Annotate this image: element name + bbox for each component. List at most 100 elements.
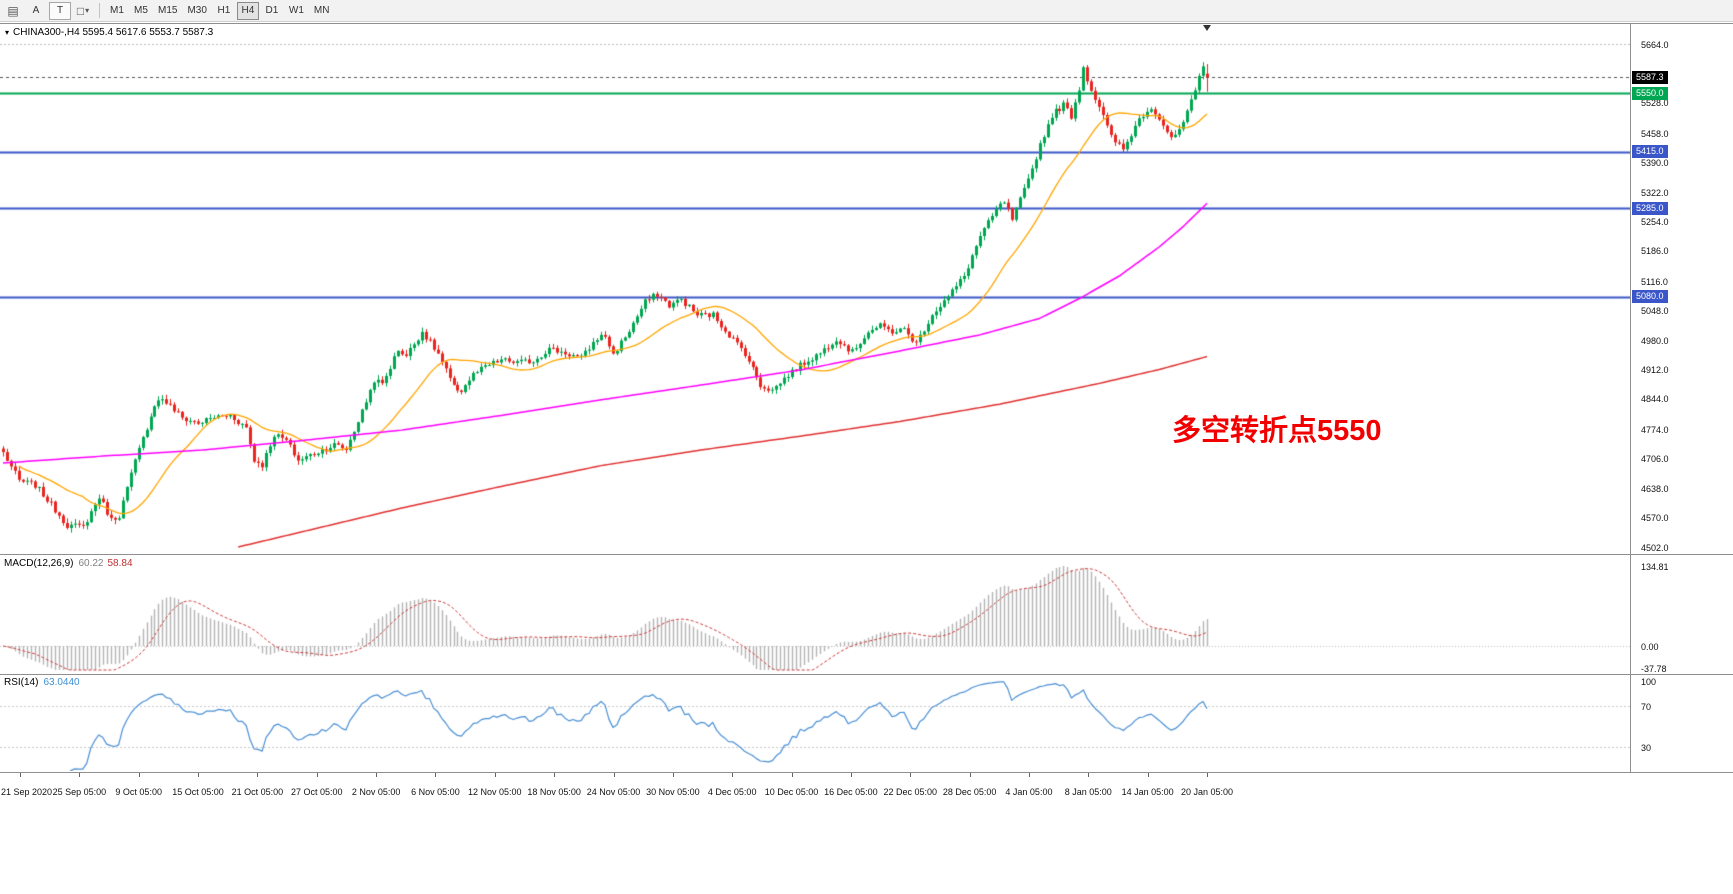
time-label: 18 Nov 05:00 [527, 787, 581, 797]
time-label: 10 Dec 05:00 [764, 787, 819, 797]
symbol-marker-icon: ▾ [5, 28, 10, 37]
time-axis-border [0, 772, 1733, 773]
timeframe-m5[interactable]: M5 [134, 5, 148, 16]
toolbar: ▤ A T □ ▾ M1 M5 M15 M30 H1 H4 D1 W1 MN [0, 0, 1733, 22]
macd-axis-label: -37.78 [1641, 663, 1667, 674]
panel-splitter[interactable] [0, 554, 1733, 555]
macd-axis-label: 134.81 [1641, 561, 1669, 572]
time-label: 4 Jan 05:00 [1005, 787, 1053, 797]
price-label: 5186.0 [1641, 246, 1669, 257]
time-label: 14 Jan 05:00 [1121, 787, 1174, 797]
time-tick [495, 773, 496, 777]
macd-name: MACD(12,26,9) [4, 558, 74, 569]
timeframe-h4[interactable]: H4 [236, 1, 259, 20]
hline-price-badge: 5285.0 [1632, 202, 1668, 215]
chart-annotation[interactable]: 多空转折点5550 [1172, 415, 1382, 447]
time-tick [792, 773, 793, 777]
price-label: 4980.0 [1641, 335, 1669, 346]
price-label: 5390.0 [1641, 158, 1669, 169]
dropdown-caret-icon: ▾ [85, 6, 90, 15]
rsi-name: RSI(14) [4, 677, 39, 688]
time-tick [614, 773, 615, 777]
price-label: 5458.0 [1641, 128, 1669, 139]
time-tick [79, 773, 80, 777]
time-tick [376, 773, 377, 777]
time-label: 12 Nov 05:00 [468, 787, 522, 797]
time-tick [20, 773, 21, 777]
current-price-badge: 5587.3 [1632, 71, 1668, 84]
price-label: 5664.0 [1641, 39, 1669, 50]
time-label: 16 Dec 05:00 [824, 787, 878, 797]
time-tick [851, 773, 852, 777]
timeframe-m30[interactable]: M30 [187, 5, 207, 16]
symbol-ohlc-text: CHINA300-,H4 5595.4 5617.6 5553.7 5587.3 [13, 27, 214, 38]
price-axis-border [1630, 23, 1631, 772]
price-label: 4912.0 [1641, 365, 1669, 376]
chart-shift-marker[interactable] [1203, 25, 1211, 31]
panel-splitter[interactable] [0, 674, 1733, 675]
rsi-canvas[interactable] [0, 676, 1630, 771]
price-label: 5528.0 [1641, 98, 1669, 109]
time-tick [1148, 773, 1149, 777]
timeframe-buttons: M1 M5 M15 M30 H1 H4 D1 W1 MN [106, 1, 333, 20]
timeframe-m1[interactable]: M1 [110, 5, 124, 16]
time-label: 22 Dec 05:00 [883, 787, 938, 797]
price-label: 5048.0 [1641, 306, 1669, 317]
macd-value: 60.22 [78, 558, 104, 569]
time-label: 20 Jan 05:00 [1180, 787, 1234, 797]
hline-price-badge: 5415.0 [1632, 145, 1668, 158]
time-axis[interactable]: 21 Sep 2020 25 Sep 05:00 9 Oct 05:00 15 Oct… [0, 773, 1733, 813]
time-tick [970, 773, 971, 777]
time-label: 9 Oct 05:00 [115, 787, 162, 797]
time-label: 2 Nov 05:00 [351, 787, 401, 797]
rsi-axis-label: 30 [1641, 742, 1652, 753]
time-tick [673, 773, 674, 777]
time-label: 30 Nov 05:00 [646, 787, 700, 797]
time-label: 21 Oct 05:00 [231, 787, 284, 797]
time-label: 27 Oct 05:00 [290, 787, 343, 797]
time-tick [198, 773, 199, 777]
timeframe-h1[interactable]: H1 [217, 5, 231, 16]
time-tick [317, 773, 318, 777]
timeframe-mn[interactable]: MN [313, 5, 330, 16]
time-label: 28 Dec 05:00 [942, 787, 997, 797]
time-tick [139, 773, 140, 777]
rsi-axis-label: 70 [1641, 702, 1652, 712]
time-tick [732, 773, 733, 777]
time-label: 24 Nov 05:00 [586, 787, 641, 797]
price-label: 4638.0 [1641, 483, 1669, 494]
time-label: 21 Sep 2020 [1, 787, 53, 797]
toolbar-separator [99, 3, 100, 18]
main-chart-canvas[interactable] [0, 24, 1630, 553]
symbol-label: ▾ CHINA300-,H4 5595.4 5617.6 5553.7 5587… [5, 27, 213, 38]
rsi-label: RSI(14) 63.0440 [4, 677, 80, 688]
price-label: 5322.0 [1641, 187, 1669, 198]
rsi-axis-label: 100 [1641, 677, 1657, 687]
chart-top-border [0, 23, 1733, 24]
shapes-tool-icon[interactable]: □ ▾ [76, 3, 90, 18]
timeframe-d1[interactable]: D1 [265, 5, 279, 16]
time-label: 4 Dec 05:00 [707, 787, 757, 797]
hline-price-badge: 5080.0 [1632, 290, 1668, 303]
price-label: 5116.0 [1641, 276, 1668, 287]
price-label: 5254.0 [1641, 216, 1669, 227]
macd-canvas[interactable] [0, 556, 1630, 673]
macd-label: MACD(12,26,9) 60.22 58.84 [4, 558, 133, 569]
rsi-value: 63.0440 [43, 677, 80, 688]
time-label: 8 Jan 05:00 [1064, 787, 1112, 797]
price-label: 4706.0 [1641, 454, 1669, 465]
timeframe-m15[interactable]: M15 [158, 5, 178, 16]
time-label: 6 Nov 05:00 [411, 787, 460, 797]
macd-signal-value: 58.84 [107, 558, 133, 569]
chart-list-icon[interactable]: ▤ [7, 3, 19, 18]
time-label: 15 Oct 05:00 [172, 787, 224, 797]
font-tool-button[interactable]: A [25, 2, 47, 20]
price-label: 4502.0 [1641, 542, 1669, 553]
macd-axis-label: 0.00 [1641, 641, 1659, 652]
timeframe-w1[interactable]: W1 [288, 5, 304, 16]
time-tick [435, 773, 436, 777]
price-label: 4774.0 [1641, 424, 1669, 435]
text-tool-button[interactable]: T [49, 1, 71, 20]
time-tick [1207, 773, 1208, 777]
